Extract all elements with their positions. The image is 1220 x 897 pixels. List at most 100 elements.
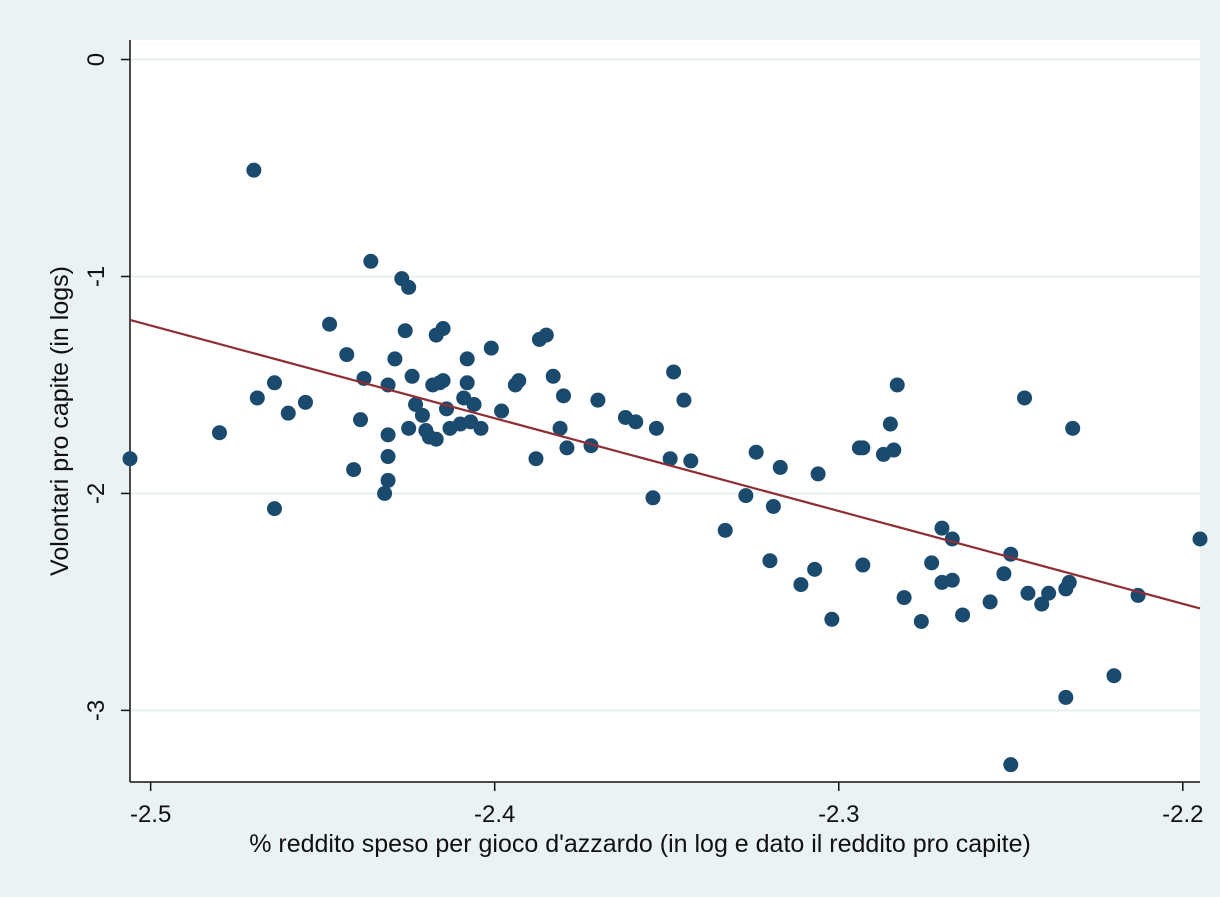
data-points — [122, 162, 1208, 773]
data-point — [552, 420, 568, 436]
fit-line — [129, 318, 1201, 610]
data-point — [346, 462, 362, 478]
data-point — [889, 377, 905, 393]
data-point — [483, 340, 499, 356]
data-point — [397, 323, 413, 339]
y-tick-label: -3 — [83, 700, 110, 721]
data-point — [810, 466, 826, 482]
data-point — [428, 431, 444, 447]
data-point — [280, 405, 296, 421]
data-point — [717, 522, 733, 538]
data-point — [924, 555, 940, 571]
data-point — [1058, 689, 1074, 705]
y-tick-label: 0 — [83, 53, 110, 66]
data-point — [363, 253, 379, 269]
data-point — [955, 607, 971, 623]
data-point — [322, 316, 338, 332]
fit-line-layer — [129, 318, 1201, 610]
data-point — [211, 425, 227, 441]
data-point — [387, 351, 403, 367]
data-point — [765, 498, 781, 514]
data-point — [762, 553, 778, 569]
data-point — [1065, 420, 1081, 436]
data-point — [738, 488, 754, 504]
data-point — [1041, 585, 1057, 601]
data-point — [807, 561, 823, 577]
data-point — [944, 572, 960, 588]
data-point — [435, 321, 451, 337]
data-point — [982, 594, 998, 610]
data-point — [772, 459, 788, 475]
data-point — [676, 392, 692, 408]
data-point — [590, 392, 606, 408]
data-point — [559, 440, 575, 456]
data-point — [408, 396, 424, 412]
data-point — [793, 577, 809, 593]
data-point — [401, 279, 417, 295]
data-point — [459, 351, 475, 367]
data-point — [882, 416, 898, 432]
data-point — [666, 364, 682, 380]
y-tick-label: -1 — [83, 266, 110, 287]
plot-area — [130, 40, 1200, 782]
data-point — [662, 451, 678, 467]
data-point — [401, 420, 417, 436]
x-tick-label: -2.3 — [818, 801, 859, 828]
data-point — [267, 375, 283, 391]
data-point — [855, 440, 871, 456]
data-point — [545, 368, 561, 384]
data-point — [896, 590, 912, 606]
data-point — [628, 414, 644, 430]
axes: -2.5 -2.4 -2.3 -2.2 0 -1 -2 -3 — [83, 40, 1203, 828]
data-point — [297, 394, 313, 410]
data-point — [435, 373, 451, 389]
data-point — [404, 368, 420, 384]
data-point — [1034, 596, 1050, 612]
x-tick-label: -2.5 — [130, 801, 171, 828]
data-point — [380, 449, 396, 465]
data-point — [267, 501, 283, 517]
data-point — [556, 388, 572, 404]
data-point — [353, 412, 369, 428]
data-point — [748, 444, 764, 460]
data-point — [380, 427, 396, 443]
data-point — [648, 420, 664, 436]
data-point — [886, 442, 902, 458]
x-axis-title: % reddito speso per gioco d'azzardo (in … — [249, 830, 1031, 858]
gridlines — [130, 58, 1200, 712]
data-point — [459, 375, 475, 391]
data-point — [683, 453, 699, 469]
x-tick-label: -2.2 — [1162, 801, 1203, 828]
data-point — [1192, 531, 1208, 547]
y-tick-label: -2 — [83, 483, 110, 504]
data-point — [466, 396, 482, 412]
data-point — [494, 403, 510, 419]
data-point — [645, 490, 661, 506]
data-point — [511, 373, 527, 389]
data-point — [377, 485, 393, 501]
data-point — [1020, 585, 1036, 601]
data-point — [824, 611, 840, 627]
y-axis-title: Volontari pro capite (in logs) — [46, 266, 74, 576]
data-point — [944, 531, 960, 547]
data-point — [339, 347, 355, 363]
data-point — [855, 557, 871, 573]
data-point — [1017, 390, 1033, 406]
data-point — [538, 327, 554, 343]
data-point — [1003, 757, 1019, 773]
data-point — [380, 472, 396, 488]
data-point — [583, 438, 599, 454]
data-point — [913, 613, 929, 629]
data-point — [246, 162, 262, 178]
data-point — [473, 420, 489, 436]
data-point — [249, 390, 265, 406]
data-point — [528, 451, 544, 467]
data-point — [1061, 574, 1077, 590]
data-point — [414, 407, 430, 423]
data-point — [1106, 668, 1122, 684]
data-point — [996, 566, 1012, 582]
x-tick-label: -2.4 — [474, 801, 515, 828]
data-point — [122, 451, 138, 467]
